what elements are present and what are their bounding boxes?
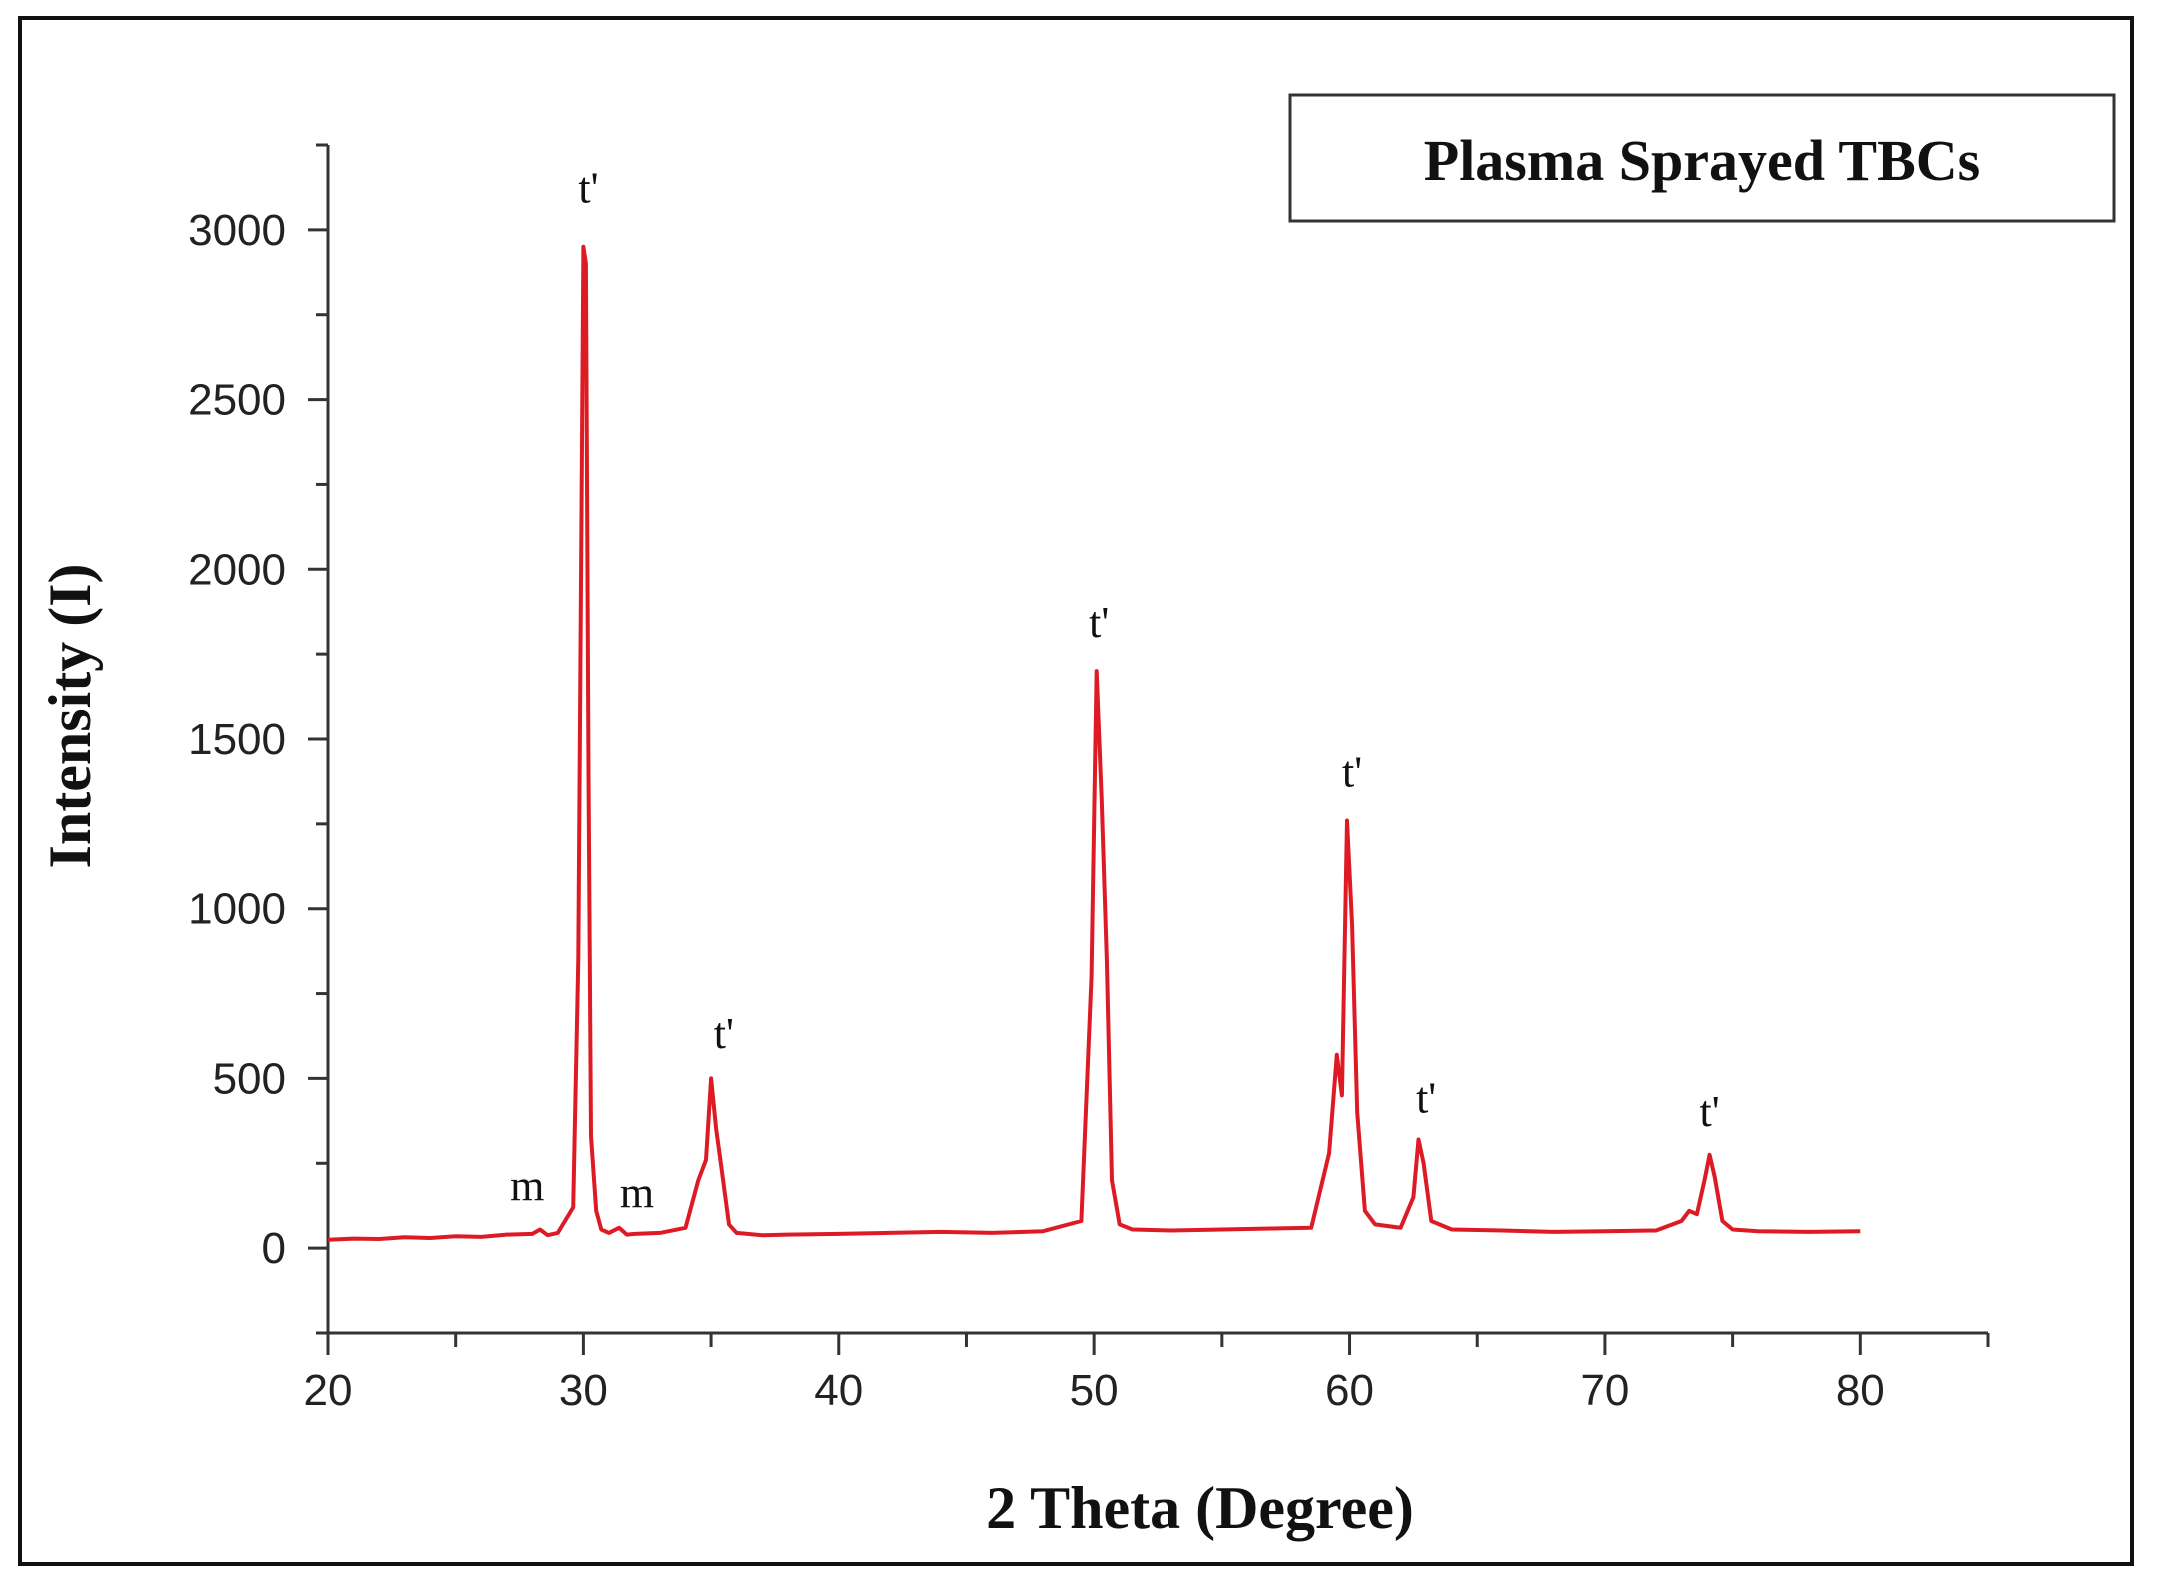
y-tick-label: 2000	[188, 545, 286, 594]
y-tick-label: 500	[213, 1054, 286, 1103]
tick-labels: 20 30 40 50 60 70 80 0 500 1000 1500 2000 2500 3000	[188, 206, 1885, 1415]
axes	[326, 145, 1988, 1335]
x-axis-title: 2 Theta (Degree)	[986, 1475, 1414, 1541]
y-axis-title: Intensity (I)	[37, 563, 103, 868]
series-layer	[327, 244, 1861, 1242]
x-tick-label: 30	[559, 1366, 608, 1415]
x-tick-label: 80	[1836, 1366, 1885, 1415]
x-tick-label: 20	[304, 1366, 353, 1415]
peak-annotations: m t' m t' t' t' t' t'	[510, 164, 1720, 1218]
peak-label-monoclinic: m	[620, 1168, 654, 1217]
series-line	[327, 244, 1861, 1242]
y-tick-label: 0	[262, 1224, 286, 1273]
peak-label-tetragonal: t'	[1700, 1087, 1720, 1136]
y-tick-label: 1500	[188, 715, 286, 764]
figure-frame	[18, 16, 2134, 1566]
x-tick-label: 60	[1325, 1366, 1374, 1415]
legend-label: Plasma Sprayed TBCs	[1424, 128, 1980, 193]
x-tick-label: 70	[1580, 1366, 1629, 1415]
x-tick-label: 50	[1070, 1366, 1119, 1415]
peak-label-tetragonal: t'	[1342, 748, 1362, 797]
y-tick-label: 2500	[188, 376, 286, 425]
peak-label-monoclinic: m	[510, 1162, 544, 1211]
x-tick-label: 40	[814, 1366, 863, 1415]
legend: Plasma Sprayed TBCs	[1288, 93, 2116, 223]
peak-label-tetragonal: t'	[714, 1009, 734, 1058]
legend-box	[1288, 93, 2116, 223]
y-tick-label: 3000	[188, 206, 286, 255]
y-tick-label: 1000	[188, 885, 286, 934]
peak-label-tetragonal: t'	[1416, 1073, 1436, 1122]
peak-label-tetragonal: t'	[578, 164, 598, 213]
tick-marks	[308, 143, 1990, 1355]
peak-label-tetragonal: t'	[1089, 598, 1109, 647]
